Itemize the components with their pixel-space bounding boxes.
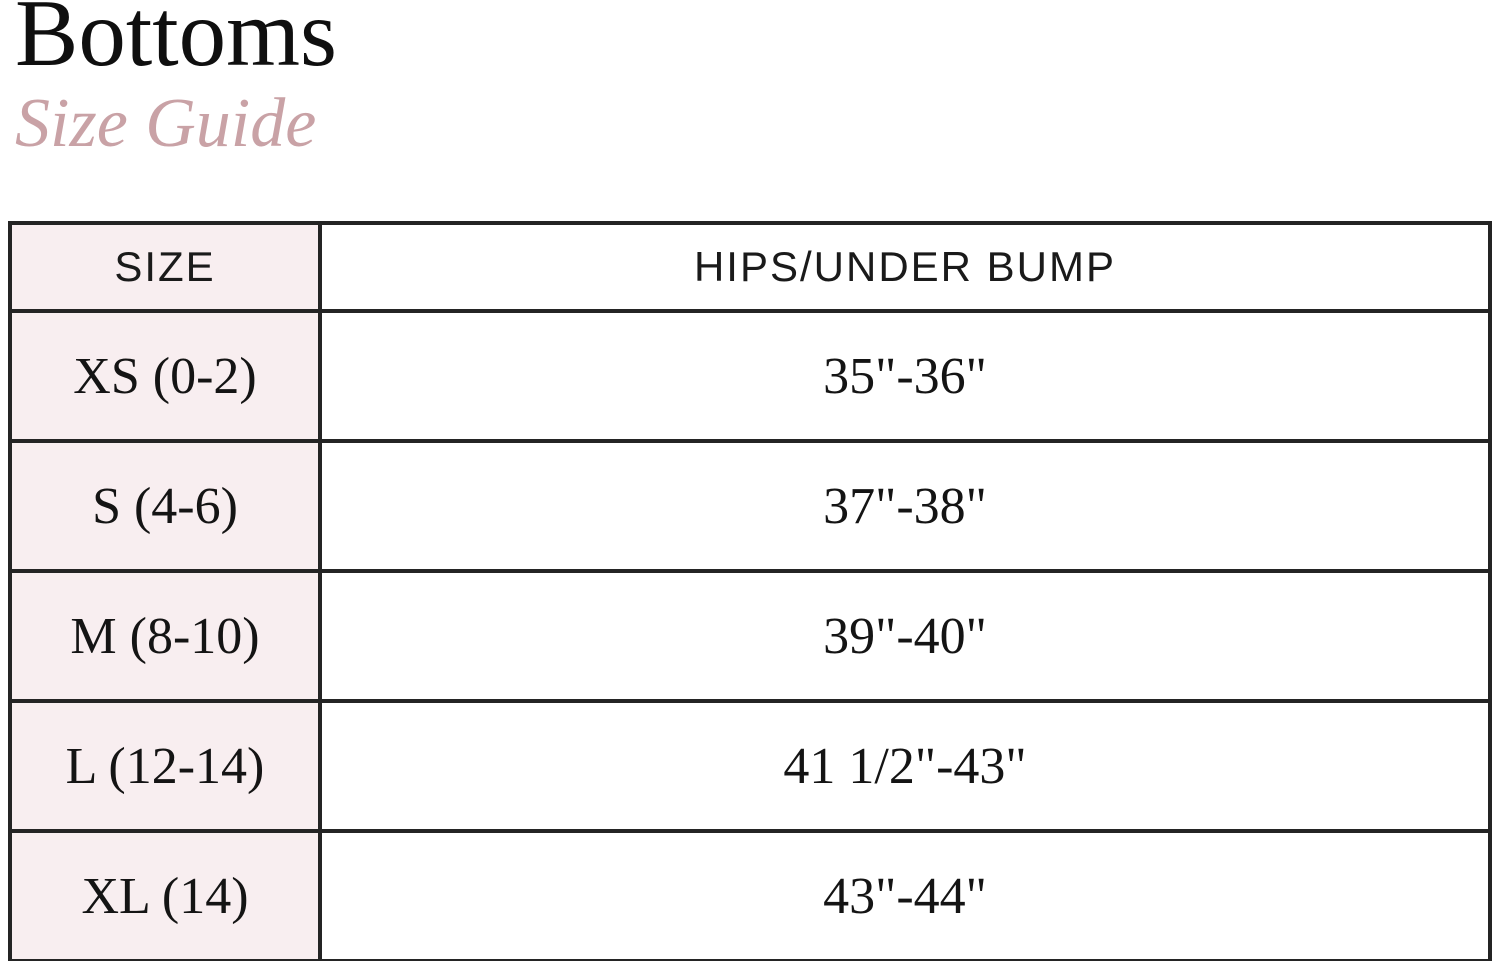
table-header-row: SIZE HIPS/UNDER BUMP xyxy=(8,221,1492,313)
title-block: Bottoms Size Guide xyxy=(0,0,1500,159)
hips-cell: 37"-38" xyxy=(318,439,1492,573)
table-row: S (4-6) 37"-38" xyxy=(8,439,1492,573)
table-row: M (8-10) 39"-40" xyxy=(8,569,1492,703)
table-body: XS (0-2) 35"-36" S (4-6) 37"-38" M (8-10) 39"… xyxy=(8,309,1492,961)
hips-cell: 41 1/2"-43" xyxy=(318,699,1492,833)
hips-cell: 39"-40" xyxy=(318,569,1492,703)
table-row: XS (0-2) 35"-36" xyxy=(8,309,1492,443)
column-header-hips: HIPS/UNDER BUMP xyxy=(318,221,1492,313)
hips-cell: 43"-44" xyxy=(318,829,1492,961)
page-title: Bottoms xyxy=(15,0,338,86)
table-row: L (12-14) 41 1/2"-43" xyxy=(8,699,1492,833)
size-cell: XL (14) xyxy=(8,829,322,961)
column-header-size: SIZE xyxy=(8,221,322,313)
table-row: XL (14) 43"-44" xyxy=(8,829,1492,961)
size-cell: S (4-6) xyxy=(8,439,322,573)
page-subtitle: Size Guide xyxy=(15,85,317,162)
hips-cell: 35"-36" xyxy=(318,309,1492,443)
size-guide-table: SIZE HIPS/UNDER BUMP XS (0-2) 35"-36" S (4… xyxy=(8,221,1492,961)
size-cell: M (8-10) xyxy=(8,569,322,703)
size-cell: XS (0-2) xyxy=(8,309,322,443)
size-cell: L (12-14) xyxy=(8,699,322,833)
